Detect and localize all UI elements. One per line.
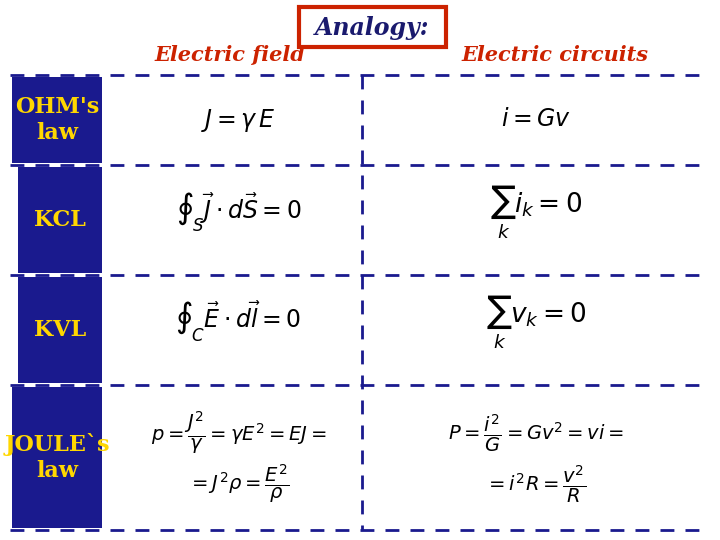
Text: $\oint_S \vec{J} \cdot d\vec{S} = 0$: $\oint_S \vec{J} \cdot d\vec{S} = 0$ [176,190,301,234]
Text: Analogy:: Analogy: [315,16,430,40]
Text: OHM's
law: OHM's law [15,96,99,144]
Text: $= i^2R = \dfrac{v^2}{R}$: $= i^2R = \dfrac{v^2}{R}$ [485,463,587,504]
Text: $= J^2\rho = \dfrac{E^2}{\rho}$: $= J^2\rho = \dfrac{E^2}{\rho}$ [188,462,289,505]
Text: $\sum_k v_k = 0$: $\sum_k v_k = 0$ [486,293,586,351]
Text: Electric circuits: Electric circuits [462,45,649,65]
Text: KCL: KCL [34,209,86,231]
FancyBboxPatch shape [12,387,102,528]
FancyBboxPatch shape [299,7,446,47]
FancyBboxPatch shape [18,167,102,273]
Text: $\sum_k i_k = 0$: $\sum_k i_k = 0$ [490,183,582,241]
Text: $i = Gv$: $i = Gv$ [501,109,571,132]
FancyBboxPatch shape [12,77,102,163]
Text: $p = \dfrac{J^2}{\gamma} = \gamma E^2 = EJ =$: $p = \dfrac{J^2}{\gamma} = \gamma E^2 = … [150,409,326,456]
Text: $P = \dfrac{i^2}{G} = Gv^2 = vi =$: $P = \dfrac{i^2}{G} = Gv^2 = vi =$ [448,412,624,454]
Text: KVL: KVL [34,319,86,341]
Text: $J = \gamma \, E$: $J = \gamma \, E$ [201,106,276,133]
Text: JOULE`s
law: JOULE`s law [4,433,109,482]
Text: $\oint_C \vec{E} \cdot d\vec{l} = 0$: $\oint_C \vec{E} \cdot d\vec{l} = 0$ [176,300,302,344]
FancyBboxPatch shape [18,277,102,383]
Text: Electric field: Electric field [155,45,305,65]
